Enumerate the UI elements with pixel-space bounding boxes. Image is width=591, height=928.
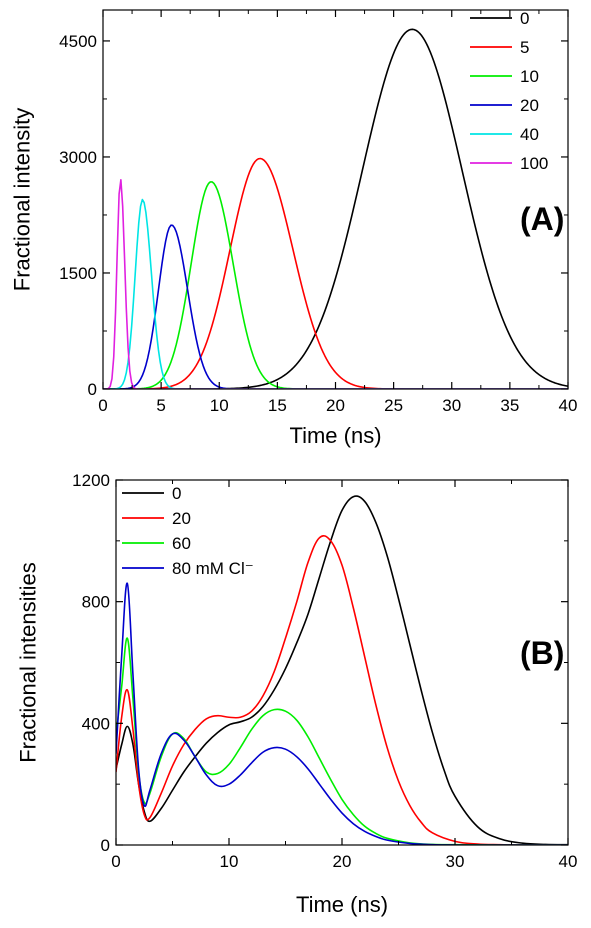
legend-label-3: 20 (520, 96, 539, 115)
x-axis-title: Time (ns) (296, 892, 388, 917)
series-line-3 (103, 224, 568, 389)
series-line-0 (116, 495, 568, 845)
x-tick-label: 25 (384, 396, 403, 415)
legend-label-3: 80 mM Cl⁻ (172, 559, 254, 578)
legend-label-5: 100 (520, 154, 548, 173)
x-tick-label: 20 (326, 396, 345, 415)
series-line-0 (103, 28, 568, 389)
x-tick-label: 40 (559, 852, 578, 871)
legend: 0 5 10 20 40 100 (470, 9, 548, 173)
legend: 0 20 60 80 mM Cl⁻ (122, 484, 254, 578)
y-tick-label: 800 (82, 593, 110, 612)
series-line-1 (116, 534, 568, 845)
series-line-2 (103, 181, 568, 389)
y-axis-title: Fractional intensity (10, 108, 35, 291)
plot-frame (102, 9, 569, 390)
legend-label-2: 60 (172, 534, 191, 553)
legend-label-0: 0 (172, 484, 181, 503)
legend-label-1: 5 (520, 38, 529, 57)
x-tick-label: 30 (446, 852, 465, 871)
panel-label: (B) (520, 635, 564, 671)
x-tick-label: 35 (500, 396, 519, 415)
y-axis-title: Fractional intensities (16, 562, 41, 763)
chart-panel-a: 0 5 10 15 20 25 30 35 40 0 1500 3000 4500 Time (ns) Fr… (10, 9, 578, 448)
x-axis-title: Time (ns) (289, 423, 381, 448)
x-tick-label: 10 (210, 396, 229, 415)
legend-label-1: 20 (172, 509, 191, 528)
series-group (116, 495, 568, 845)
x-tick-label: 0 (98, 396, 107, 415)
x-tick-label: 0 (111, 852, 120, 871)
y-tick-label: 0 (88, 380, 97, 399)
series-line-4 (103, 198, 568, 389)
series-line-1 (103, 157, 568, 389)
x-tick-label: 5 (156, 396, 165, 415)
x-tick-label: 10 (220, 852, 239, 871)
panel-label: (A) (520, 201, 564, 237)
y-tick-label: 0 (101, 836, 110, 855)
series-line-3 (116, 582, 568, 845)
legend-label-4: 40 (520, 125, 539, 144)
legend-label-0: 0 (520, 9, 529, 28)
y-tick-label: 3000 (59, 148, 97, 167)
series-group (103, 28, 568, 389)
x-tick-label: 40 (559, 396, 578, 415)
y-tick-label: 1200 (72, 471, 110, 490)
y-tick-label: 4500 (59, 32, 97, 51)
x-tick-label: 30 (442, 396, 461, 415)
series-line-2 (116, 637, 568, 845)
legend-label-2: 10 (520, 67, 539, 86)
y-tick-label: 400 (82, 714, 110, 733)
y-tick-label: 1500 (59, 264, 97, 283)
x-tick-label: 15 (268, 396, 287, 415)
x-tick-label: 20 (333, 852, 352, 871)
